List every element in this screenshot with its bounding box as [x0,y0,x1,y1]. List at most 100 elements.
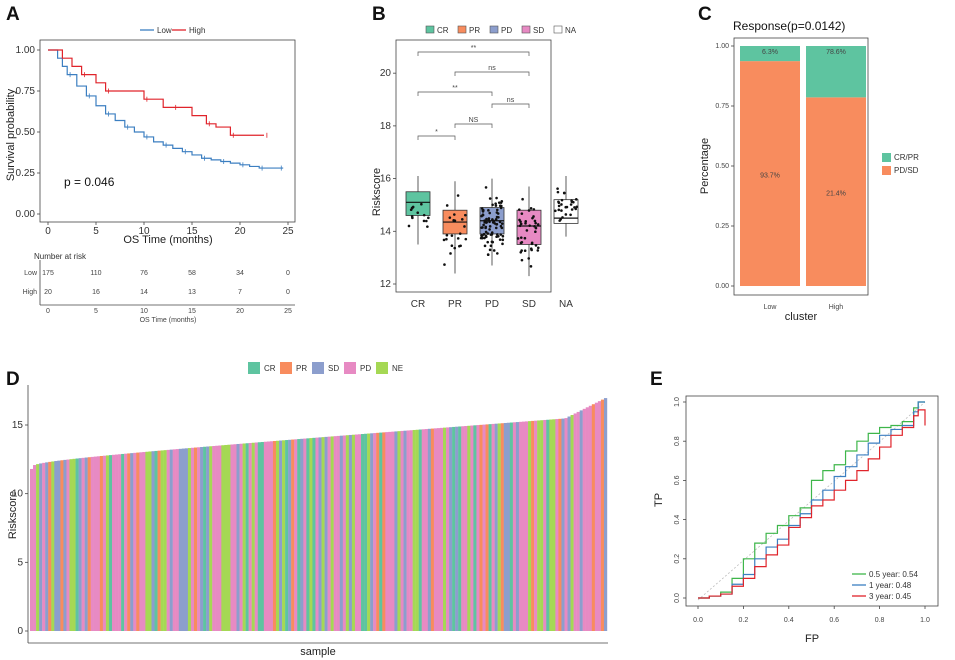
km-xtick-label: 0 [45,226,51,237]
box-point [450,244,454,248]
waterfall-bar [446,427,450,631]
response-ytick-label: 0.00 [715,283,729,290]
waterfall-bar [221,445,225,631]
km-ylabel: Survival probability [5,88,17,181]
waterfall-bar [500,423,504,631]
risk-cell: 175 [42,270,54,277]
box-point [482,232,486,236]
box-point [445,237,448,241]
waterfall-bar [537,420,541,631]
waterfall-bar [96,456,101,631]
waterfall-bar [476,425,480,631]
waterfall-bar [124,453,128,631]
risk-xtick-label: 20 [236,308,244,315]
waterfall-bar [187,448,192,631]
waterfall-bar [184,448,189,631]
waterfall-bar [36,464,40,631]
waterfall-bar [300,438,304,631]
waterfall-bar [549,419,553,631]
waterfall-bar [576,411,580,631]
response-bar-label: 78.6% [826,49,846,56]
waterfall-bar [534,420,538,631]
waterfall-bar [321,437,325,631]
response-title: Response(p=0.0142) [733,19,845,33]
boxplot-legend-swatch-sd [521,25,531,34]
waterfall-bar [157,450,161,631]
waterfall-bar [269,441,274,631]
km-ytick-label: 0.50 [16,127,36,138]
risk-cell: 20 [44,289,52,296]
waterfall-bar [403,430,407,631]
waterfall-bar [521,421,526,631]
box-point [519,222,523,226]
box-point [527,209,531,212]
waterfall-bar [424,429,429,631]
box-point [564,213,568,216]
roc-xtick-label: 0.6 [829,617,839,624]
waterfall-bar [531,420,535,631]
waterfall-bar [564,418,568,631]
boxplot-comparison-bracket [417,51,530,56]
waterfall-bar [163,450,167,631]
box-point [575,205,579,209]
waterfall-bar [370,433,374,631]
risk-row-low-label: Low [24,270,38,277]
box-point [495,211,499,214]
response-xtick-label: High [829,304,844,311]
waterfall-bar [178,448,183,631]
box-point [488,228,491,231]
box-point [488,197,492,200]
roc-xtick-label: 0.2 [739,617,749,624]
waterfall-bar [30,468,34,631]
boxplot-legend-label: NA [565,26,577,35]
response-legend-swatch [882,153,891,162]
box-sd [516,209,542,245]
box-point [534,221,537,225]
box-point [463,225,466,228]
response-bar-low-pdsd [740,61,800,287]
box-point [426,225,429,228]
waterfall-bar [115,454,119,631]
waterfall-bar [130,453,134,631]
waterfall-bar [209,446,213,631]
waterfall-legend-label: PD [360,364,371,373]
km-ytick-label: 0.75 [16,86,36,97]
box-point [557,208,561,212]
waterfall-ytick-label: 10 [12,489,24,500]
roc-xtick-label: 0.4 [784,617,794,624]
box-point [486,253,490,257]
boxplot-legend-swatch-cr [425,25,435,34]
box-point [489,244,493,248]
box-point [536,249,540,252]
waterfall-bar [382,432,386,631]
risk-xtick-label: 25 [284,308,292,315]
waterfall-bar [603,398,608,631]
waterfall-bar [257,442,261,631]
km-pvalue: p = 0.046 [64,175,115,189]
waterfall-bar [336,435,340,631]
response-bar-low-crpr [740,46,800,62]
waterfall-bar [439,427,444,631]
waterfall-bar [203,446,207,631]
waterfall-bar [136,452,140,631]
waterfall-bar [512,422,517,631]
box-point [453,246,457,250]
box-point [530,248,533,252]
waterfall-bar [245,443,249,631]
waterfall-xlabel: sample [300,646,335,658]
waterfall-bar [467,425,471,631]
box-point [481,210,485,213]
box-point [449,252,452,255]
box-point [501,234,505,238]
boxplot-legend-label: CR [437,26,449,35]
waterfall-bar [42,462,46,631]
waterfall-bar [166,449,170,631]
box-na [553,199,579,224]
waterfall-bar [597,401,602,631]
waterfall-bar [39,463,43,631]
box-point [500,222,504,225]
waterfall-bar [218,445,222,631]
waterfall-bar [263,441,268,631]
box-point [482,223,485,227]
box-point [497,201,501,204]
